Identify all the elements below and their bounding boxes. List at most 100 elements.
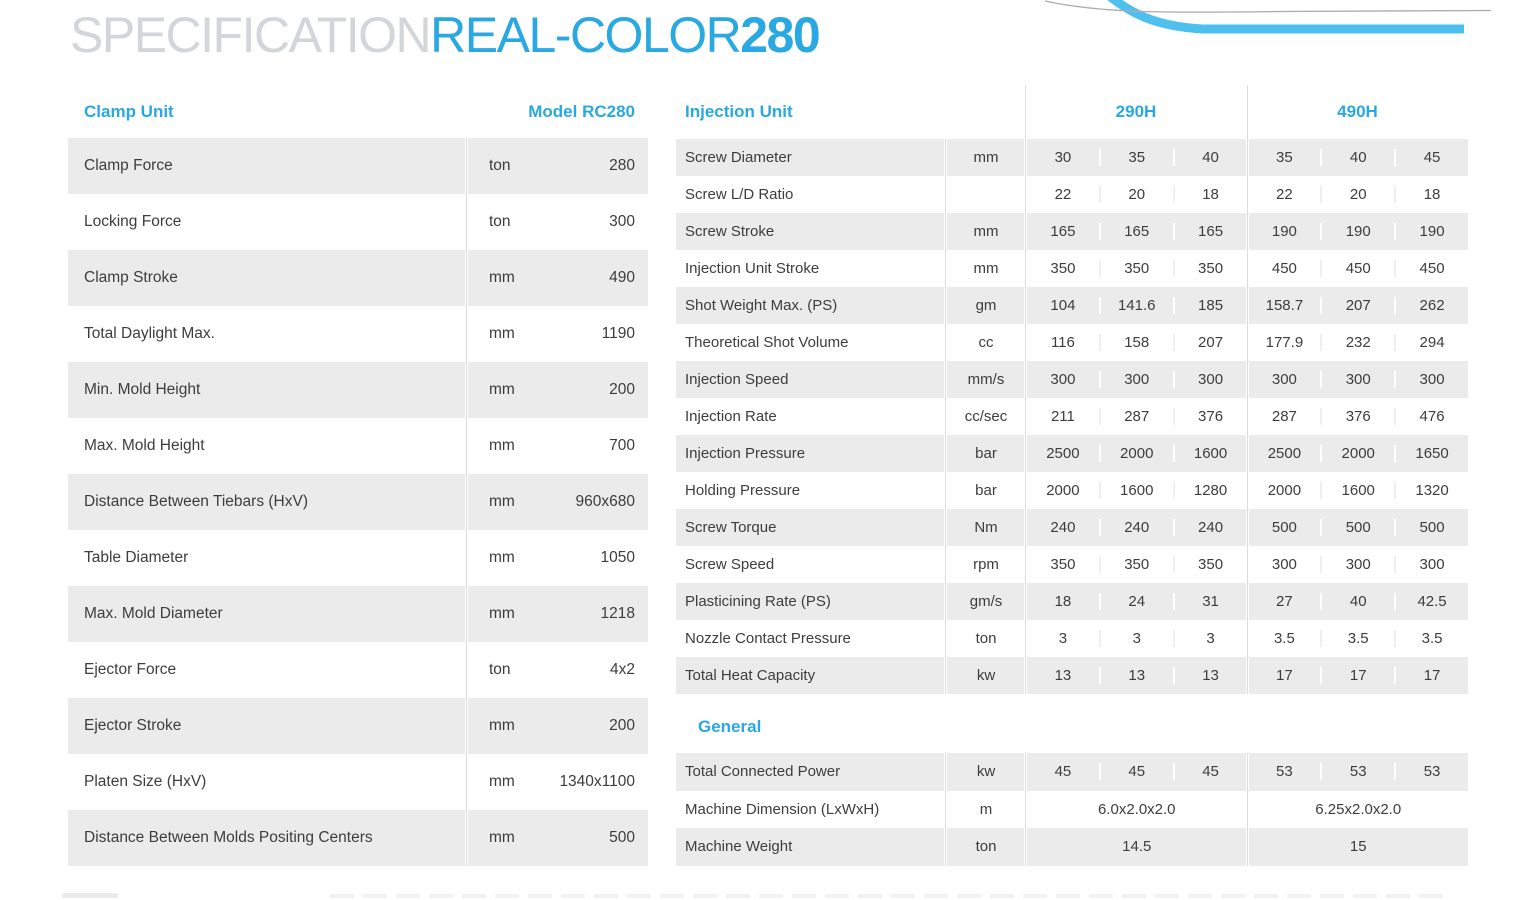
spec-value: 2000	[1246, 482, 1320, 499]
spec-value: 500	[1320, 519, 1394, 536]
spec-unit: kw	[945, 667, 1025, 684]
corner-swoosh-graphic	[1044, 0, 1492, 34]
spec-unit: bar	[945, 445, 1025, 462]
spec-value: 158.7	[1246, 297, 1320, 314]
injection-row: Holding Pressure bar 2000 1600 1280 2000 1600 1…	[676, 472, 1468, 509]
clamp-row: Min. Mold Height mm 200	[68, 362, 648, 418]
spec-value: 30	[1025, 149, 1099, 166]
spec-value: 45	[1098, 763, 1173, 781]
spec-value: 960x680	[575, 493, 635, 510]
spec-value: 350	[1172, 556, 1247, 573]
spec-value: 177.9	[1246, 334, 1320, 351]
spec-label: Holding Pressure	[685, 482, 801, 499]
spec-value: 158	[1098, 334, 1173, 351]
spec-value: 500	[609, 829, 635, 846]
spec-value: 40	[1320, 149, 1394, 166]
spec-value: 350	[1025, 260, 1099, 277]
spec-value: 190	[1246, 223, 1320, 240]
spec-label: Machine Weight	[685, 838, 793, 856]
spec-value: 500	[1394, 519, 1468, 536]
swoosh-blue-curve	[1107, 0, 1464, 34]
spec-label: Clamp Stroke	[84, 269, 178, 286]
spec-value: 287	[1098, 408, 1173, 425]
spec-value: 1218	[600, 605, 635, 622]
spec-label: Nozzle Contact Pressure	[685, 630, 851, 647]
spec-value: 17	[1320, 667, 1394, 684]
injection-row: Injection Pressure bar 2500 2000 1600 2500 200…	[676, 435, 1468, 472]
spec-value: 190	[1320, 223, 1394, 240]
spec-value: 294	[1394, 334, 1468, 351]
spec-value: 2500	[1025, 445, 1099, 462]
spec-value: 1340x1100	[559, 773, 635, 790]
group-heading-490h: 490H	[1337, 102, 1378, 121]
clamp-table-header: Clamp Unit Model RC280	[68, 85, 648, 138]
spec-unit: mm	[489, 269, 515, 286]
spec-value: 40	[1172, 149, 1247, 166]
spec-label: Theoretical Shot Volume	[685, 334, 849, 351]
spec-label: Total Heat Capacity	[685, 667, 816, 684]
spec-unit: mm	[489, 549, 515, 566]
spec-value: 450	[1246, 260, 1320, 277]
injection-row: Nozzle Contact Pressure ton 3 3 3 3.5 3.5 3.5	[676, 620, 1468, 657]
spec-value: 1320	[1394, 482, 1468, 499]
spec-unit: mm	[489, 493, 515, 510]
injection-unit-heading: Injection Unit	[685, 102, 793, 121]
page-title: SPECIFICATIONREAL-COLOR280	[70, 6, 821, 64]
spec-unit: mm	[945, 223, 1025, 240]
clamp-row: Ejector Force ton 4x2	[68, 642, 648, 698]
spec-unit: mm	[945, 260, 1025, 277]
spec-value: 13	[1098, 667, 1173, 684]
spec-value: 40	[1320, 593, 1394, 610]
spec-value: 18	[1025, 593, 1099, 610]
clamp-row: Max. Mold Diameter mm 1218	[68, 586, 648, 642]
spec-label: Plasticining Rate (PS)	[685, 593, 831, 610]
spec-label: Screw Speed	[685, 556, 775, 573]
general-290h-divider	[1024, 753, 1027, 866]
spec-value: 376	[1172, 408, 1247, 425]
spec-value: 476	[1394, 408, 1468, 425]
spec-unit: gm	[945, 297, 1025, 314]
injection-row: Shot Weight Max. (PS) gm 104 141.6 185 158.7 2…	[676, 287, 1468, 324]
spec-label: Screw Diameter	[685, 149, 792, 166]
spec-value: 104	[1025, 297, 1099, 314]
spec-unit: mm	[945, 149, 1025, 166]
spec-unit: gm/s	[945, 593, 1025, 610]
spec-unit: ton	[945, 630, 1025, 647]
clamp-table-body: Clamp Force ton 280 Locking Force ton 300 Clam…	[68, 138, 648, 866]
spec-value: 13	[1025, 667, 1099, 684]
spec-value: 20	[1098, 186, 1173, 203]
cut-off-footnote-text-marks	[330, 894, 1452, 898]
spec-label: Table Diameter	[84, 549, 189, 566]
general-unit-column-divider	[944, 753, 947, 866]
spec-label: Min. Mold Height	[84, 381, 201, 398]
spec-value: 280	[609, 157, 635, 174]
spec-value: 22	[1246, 186, 1320, 203]
spec-value: 1190	[601, 325, 635, 342]
spec-value: 1280	[1172, 482, 1247, 499]
spec-value-merged: 15	[1246, 838, 1469, 856]
spec-unit: mm	[489, 605, 515, 622]
spec-unit: mm/s	[945, 371, 1025, 388]
spec-label: Injection Speed	[685, 371, 789, 388]
spec-value: 287	[1246, 408, 1320, 425]
spec-label: Screw Stroke	[685, 223, 775, 240]
page-title-model-name: REAL-COLOR	[430, 7, 742, 63]
spec-value: 42.5	[1394, 593, 1468, 610]
spec-unit: mm	[489, 717, 515, 734]
injection-row: Screw Stroke mm 165 165 165 190 190 190	[676, 213, 1468, 250]
spec-unit: mm	[489, 437, 515, 454]
clamp-row: Table Diameter mm 1050	[68, 530, 648, 586]
spec-label: Screw L/D Ratio	[685, 186, 794, 203]
clamp-row: Distance Between Tiebars (HxV) mm 960x680	[68, 474, 648, 530]
spec-value: 53	[1320, 763, 1394, 781]
spec-value: 165	[1172, 223, 1247, 240]
injection-table-header: Injection Unit 290H 490H	[676, 85, 1468, 139]
spec-unit: ton	[489, 661, 511, 678]
spec-value-merged: 6.25x2.0x2.0	[1246, 800, 1469, 818]
spec-label: Total Connected Power	[685, 763, 841, 781]
spec-value: 207	[1172, 334, 1247, 351]
spec-value: 141.6	[1098, 297, 1173, 314]
spec-value: 490	[609, 269, 635, 286]
spec-value: 1050	[600, 549, 635, 566]
spec-value: 35	[1098, 149, 1173, 166]
